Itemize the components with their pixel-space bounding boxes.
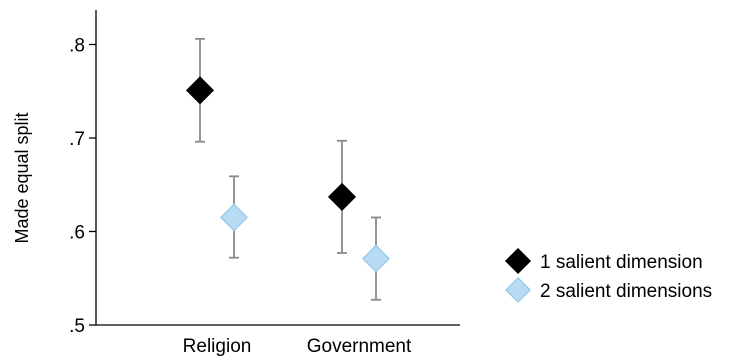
legend-label: 1 salient dimension [540,252,703,273]
legend-label: 2 salient dimensions [540,281,712,302]
legend-marker [504,276,532,304]
plot-axes [89,10,460,326]
legend: 1 salient dimension 2 salient dimensions [504,247,712,304]
y-tick-labels: .5 .6 .7 .8 [69,36,85,338]
y-tick-label: .6 [69,223,85,244]
data-points [185,76,391,273]
data-point-marker [361,244,391,273]
y-tick-label: .5 [69,316,85,337]
data-point-marker [219,203,249,232]
y-tick-label: .8 [69,36,85,57]
data-point-marker [185,76,215,105]
x-tick-label: Religion [183,336,252,357]
x-tick-labels: Religion Government [183,336,412,357]
x-tick-label: Government [307,336,412,357]
legend-marker [504,247,532,275]
data-point-marker [327,182,357,211]
y-axis-label: Made equal split [12,112,32,243]
error-bars [195,37,381,301]
y-tick-label: .7 [69,129,85,150]
